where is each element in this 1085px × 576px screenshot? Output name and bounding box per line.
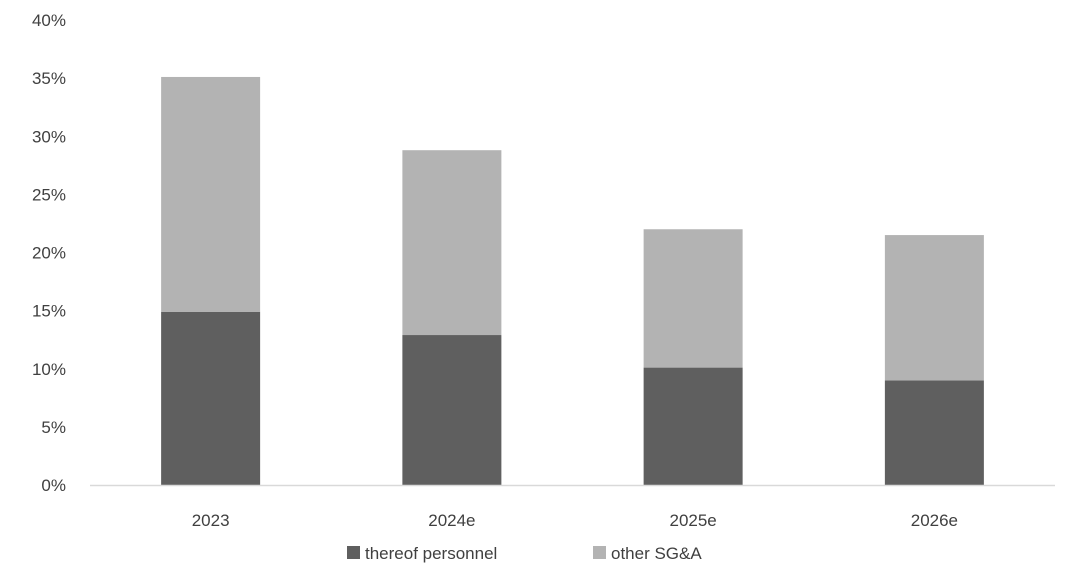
y-tick-label: 10% xyxy=(32,360,66,379)
y-tick-label: 25% xyxy=(32,185,66,204)
y-tick-label: 0% xyxy=(41,476,66,495)
y-tick-label: 5% xyxy=(41,418,66,437)
bar-segment-personnel xyxy=(402,335,502,485)
x-tick-label: 2023 xyxy=(192,511,230,530)
bar-segment-other-sga xyxy=(884,235,984,381)
legend-label: other SG&A xyxy=(611,544,702,563)
y-tick-label: 15% xyxy=(32,302,66,321)
y-tick-label: 40% xyxy=(32,11,66,30)
y-tick-label: 35% xyxy=(32,69,66,88)
legend-swatch xyxy=(347,546,360,559)
y-tick-label: 20% xyxy=(32,244,66,263)
bars-group xyxy=(161,76,984,485)
bar-segment-personnel xyxy=(884,380,984,485)
x-tick-label: 2025e xyxy=(669,511,716,530)
legend: thereof personnel other SG&A xyxy=(347,544,702,563)
x-tick-label: 2026e xyxy=(911,511,958,530)
y-tick-label: 30% xyxy=(32,127,66,146)
bar-segment-other-sga xyxy=(643,229,743,368)
x-tick-label: 2024e xyxy=(428,511,475,530)
bar-segment-other-sga xyxy=(402,150,502,336)
bar-segment-personnel xyxy=(161,311,261,485)
bar-segment-other-sga xyxy=(161,76,261,312)
x-axis-tick-labels: 2023 2024e 2025e 2026e xyxy=(192,511,958,530)
y-axis-tick-labels: 0% 5% 10% 15% 20% 25% 30% 35% 40% xyxy=(32,11,66,495)
legend-label: thereof personnel xyxy=(365,544,497,563)
bar-segment-personnel xyxy=(643,367,743,485)
legend-swatch xyxy=(593,546,606,559)
